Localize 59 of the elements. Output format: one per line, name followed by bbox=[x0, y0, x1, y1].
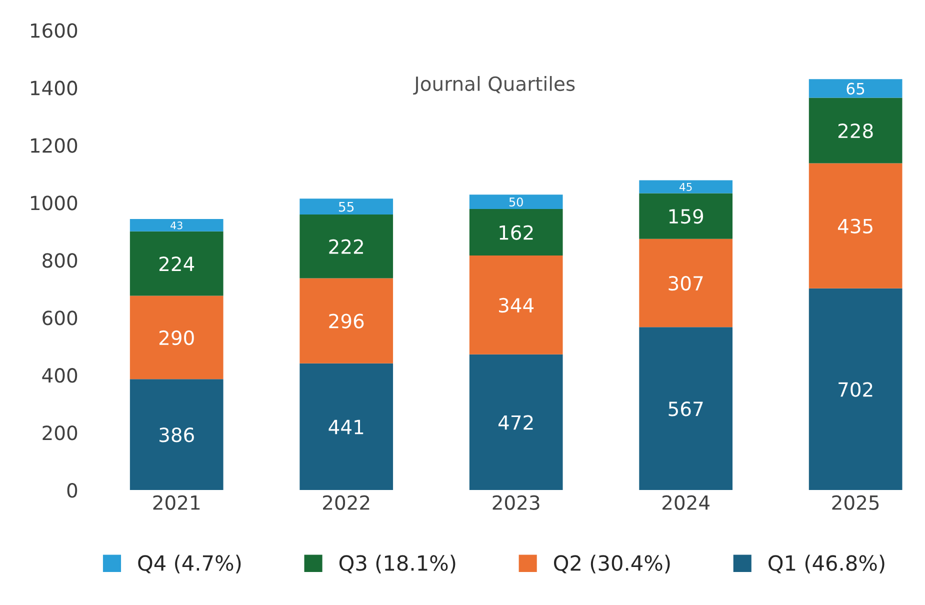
bar bbox=[130, 231, 224, 296]
bar bbox=[469, 354, 563, 490]
bar bbox=[639, 238, 733, 328]
data-label: 435 bbox=[838, 218, 872, 234]
bar bbox=[300, 278, 394, 364]
bar bbox=[300, 214, 394, 278]
bar bbox=[130, 296, 224, 380]
x-tick-label: 2024 bbox=[662, 495, 710, 510]
x-tick-label: 2022 bbox=[323, 495, 370, 510]
legend-label: Q3 (18.1%) bbox=[339, 554, 456, 574]
bar bbox=[808, 163, 902, 288]
y-tick-label: 1600 bbox=[31, 23, 78, 38]
data-label: 702 bbox=[838, 382, 872, 397]
bar bbox=[130, 379, 224, 490]
data-label: 228 bbox=[838, 124, 873, 138]
data-label: 222 bbox=[329, 239, 363, 254]
data-label: 50 bbox=[509, 197, 523, 207]
bar bbox=[808, 98, 902, 164]
y-tick-label: 800 bbox=[42, 253, 78, 268]
bar bbox=[639, 193, 733, 239]
bar bbox=[130, 219, 224, 232]
bar bbox=[639, 180, 733, 194]
data-label: 344 bbox=[499, 298, 534, 313]
data-label: 65 bbox=[846, 82, 864, 95]
data-label: 55 bbox=[338, 202, 354, 212]
legend-label: Q4 (4.7%) bbox=[138, 554, 241, 574]
y-tick-label: 0 bbox=[67, 483, 78, 498]
data-label: 386 bbox=[160, 428, 194, 442]
legend-label: Q2 (30.4%) bbox=[554, 554, 670, 574]
y-tick-label: 1400 bbox=[31, 80, 78, 96]
x-tick-label: 2021 bbox=[153, 495, 200, 510]
data-label: 159 bbox=[669, 208, 704, 224]
data-label: 162 bbox=[500, 225, 533, 240]
y-tick-label: 200 bbox=[42, 426, 78, 440]
bar bbox=[469, 194, 563, 209]
bar bbox=[469, 256, 563, 354]
data-label: 472 bbox=[498, 415, 533, 430]
legend-label: Q1 (46.8%) bbox=[768, 554, 884, 574]
x-tick-label: 2023 bbox=[492, 495, 540, 510]
data-label: 43 bbox=[170, 222, 182, 230]
y-tick-label: 1000 bbox=[31, 196, 78, 210]
y-tick-label: 1200 bbox=[31, 138, 78, 153]
data-label: 296 bbox=[329, 314, 364, 328]
data-label: 45 bbox=[680, 182, 692, 191]
bar bbox=[808, 288, 902, 490]
data-label: 224 bbox=[159, 256, 194, 271]
bar bbox=[808, 79, 902, 98]
data-label: 441 bbox=[328, 420, 364, 434]
data-label: 307 bbox=[668, 276, 703, 291]
bar bbox=[300, 198, 394, 214]
data-label: 290 bbox=[159, 330, 194, 346]
text: Journal Quartiles bbox=[413, 76, 575, 95]
y-tick-label: 600 bbox=[42, 310, 78, 326]
bar bbox=[300, 363, 394, 490]
bar bbox=[639, 327, 733, 490]
bar bbox=[469, 208, 563, 256]
y-tick-label: 400 bbox=[42, 368, 78, 383]
data-label: 567 bbox=[668, 402, 703, 416]
x-tick-label: 2025 bbox=[832, 495, 879, 510]
